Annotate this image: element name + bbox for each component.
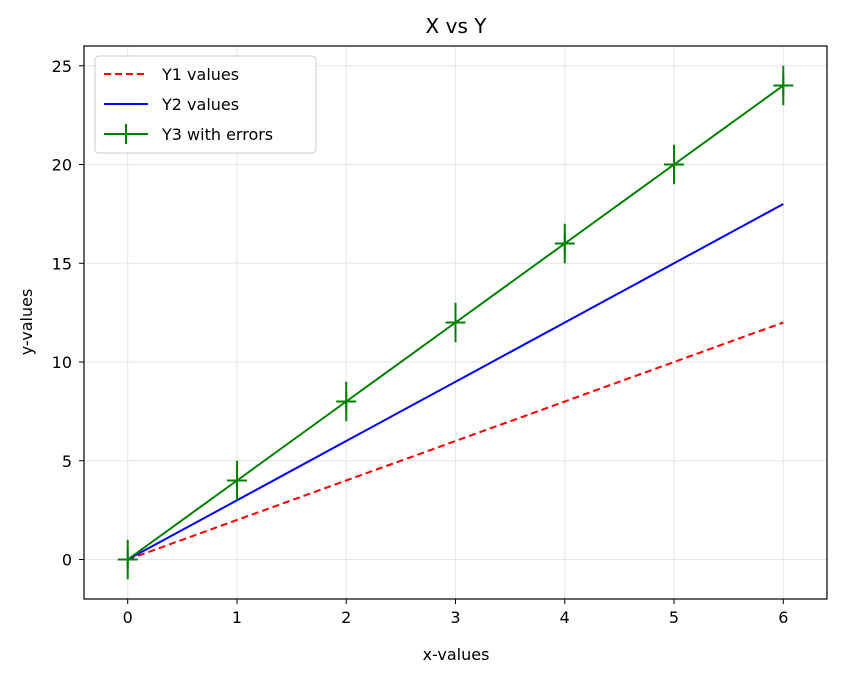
legend-label-1: Y1 values — [161, 65, 239, 84]
axis-ticks: 0 1 2 3 4 5 6 0 5 10 15 20 25 — [52, 57, 789, 627]
y-tick-label: 0 — [62, 551, 72, 570]
y-tick-label: 20 — [52, 156, 72, 175]
chart-title: X vs Y — [426, 14, 488, 38]
series-line-1 — [127, 321, 784, 561]
legend-label-3: Y3 with errors — [161, 125, 273, 144]
x-tick-label: 5 — [669, 608, 679, 627]
x-tick-label: 0 — [123, 608, 133, 627]
y-axis-label: y-values — [17, 289, 36, 356]
x-axis-label: x-values — [423, 645, 490, 664]
y-tick-label: 10 — [52, 353, 72, 372]
x-tick-label: 4 — [560, 608, 570, 627]
legend-label-2: Y2 values — [161, 95, 239, 114]
y-tick-label: 5 — [62, 452, 72, 471]
legend: Y1 values Y2 values Y3 with errors — [94, 55, 317, 154]
x-tick-label: 6 — [778, 608, 788, 627]
legend-box — [94, 55, 317, 154]
x-tick-label: 1 — [232, 608, 242, 627]
x-tick-label: 3 — [450, 608, 460, 627]
x-tick-label: 2 — [341, 608, 351, 627]
series-layer — [117, 65, 794, 580]
y-tick-label: 25 — [52, 57, 72, 76]
y-tick-label: 15 — [52, 254, 72, 273]
series-line-2 — [127, 203, 784, 561]
